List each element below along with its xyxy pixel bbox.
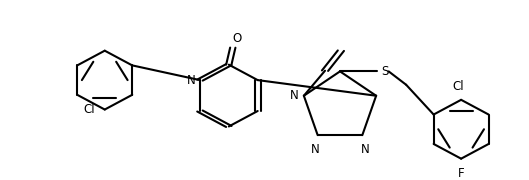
Text: Cl: Cl bbox=[453, 80, 464, 93]
Text: N: N bbox=[187, 74, 196, 87]
Text: F: F bbox=[458, 167, 464, 180]
Text: N: N bbox=[311, 143, 320, 156]
Text: N: N bbox=[290, 89, 298, 102]
Text: O: O bbox=[232, 32, 241, 45]
Text: N: N bbox=[361, 143, 369, 156]
Text: S: S bbox=[381, 65, 389, 78]
Text: Cl: Cl bbox=[84, 103, 95, 116]
